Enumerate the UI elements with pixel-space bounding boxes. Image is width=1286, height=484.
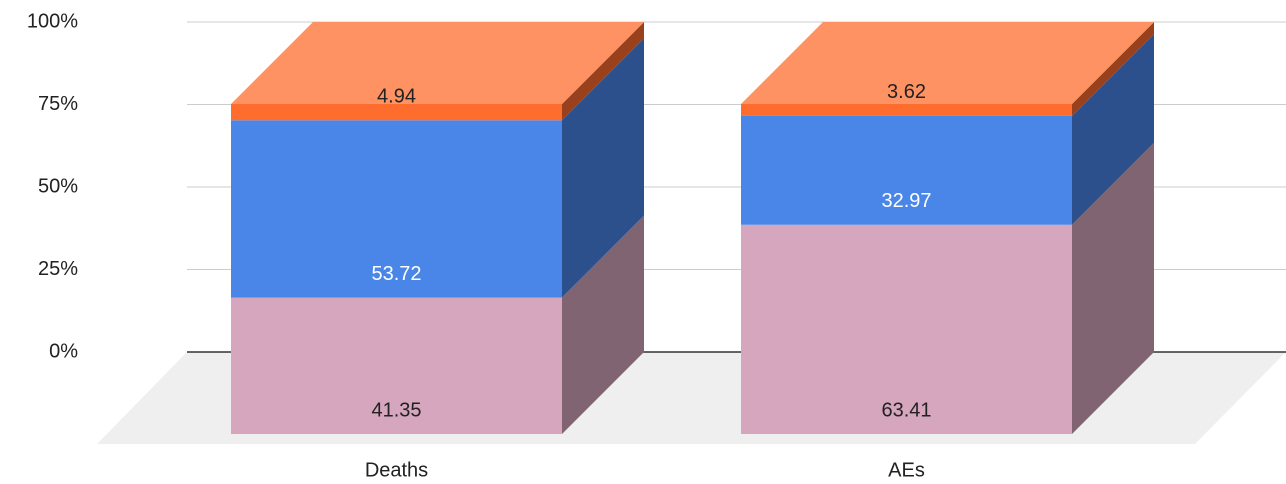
data-label: 3.62 [887,81,926,103]
bar-side [1072,33,1154,225]
bar [741,104,1072,116]
x-tick-label: Deaths [365,459,428,481]
data-label: 53.72 [371,263,421,285]
y-tick-label: 0% [49,340,78,362]
y-tick-label: 50% [38,175,78,197]
bar-top [231,21,644,104]
data-label: 4.94 [377,86,416,108]
bar-side [562,215,644,434]
data-label: 32.97 [881,190,931,212]
x-tick-label: AEs [888,459,925,481]
bar-side [1072,142,1154,434]
bar [741,115,1072,225]
data-label: 63.41 [881,399,931,421]
y-tick-label: 25% [38,258,78,280]
y-tick-label: 100% [27,10,78,32]
bar-side [562,21,644,121]
bar [231,103,562,121]
data-label: 41.35 [371,399,421,421]
bar-side [562,38,644,298]
bar-top [741,22,1154,104]
bar [231,120,562,298]
y-tick-label: 75% [38,93,78,115]
bar-side [1072,22,1154,116]
bar [741,224,1072,434]
bar [231,297,562,434]
